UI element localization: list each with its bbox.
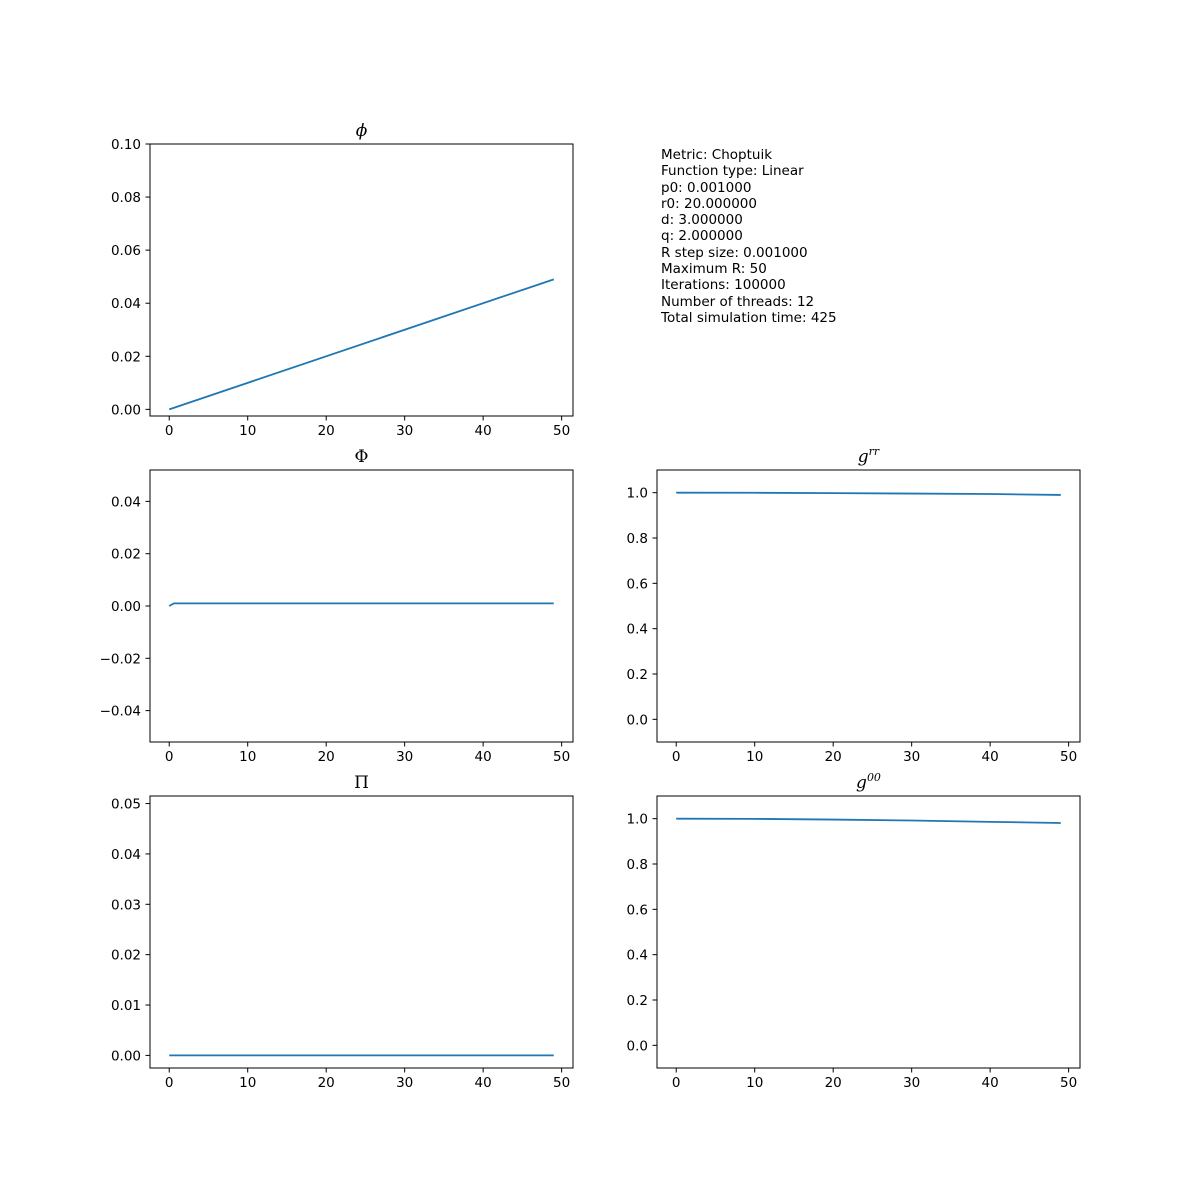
series-line: [676, 817, 1061, 824]
y-tick-label: 0.2: [627, 993, 648, 1009]
y-tick-label: 0.01: [111, 998, 141, 1014]
x-tick-label: 0: [165, 1075, 174, 1091]
info-line: Total simulation time: 425: [661, 309, 837, 326]
y-tick-label: −0.02: [100, 651, 141, 667]
y-tick-label: 0.4: [627, 622, 648, 638]
info-line: Number of threads: 12: [661, 293, 815, 310]
x-tick-label: 10: [746, 749, 763, 765]
x-tick-label: 10: [746, 1075, 763, 1091]
x-tick-label: 20: [825, 749, 842, 765]
info-line: Metric: Choptuik: [661, 147, 773, 163]
y-tick-label: 0.04: [111, 494, 141, 510]
info-line: Iterations: 100000: [661, 277, 786, 294]
y-tick-label: 0.03: [111, 897, 141, 913]
info-line: Maximum R: 50: [661, 261, 767, 278]
simulation-info: Metric: Choptuik Function type: Linear p…: [661, 147, 837, 326]
x-tick-label: 50: [553, 423, 570, 439]
y-tick-label: 0.00: [111, 402, 141, 418]
y-tick-label: 0.02: [111, 349, 141, 365]
y-tick-label: 0.4: [627, 948, 648, 964]
x-tick-label: 10: [239, 1075, 256, 1091]
subplot-title: g00: [856, 771, 881, 793]
x-tick-label: 0: [672, 749, 681, 765]
y-tick-label: 1.0: [627, 486, 648, 502]
y-tick-label: 0.6: [627, 576, 648, 592]
axes-frame: [149, 795, 574, 1069]
x-tick-label: 10: [239, 749, 256, 765]
subplot: 0 10 20 30 40 50 0.00 0.01 0.02 0.03 0.04 0.05 Π: [111, 773, 574, 1091]
x-tick-label: 0: [165, 749, 174, 765]
y-tick-label: 0.10: [111, 137, 141, 153]
axes-frame: [656, 795, 1081, 1069]
x-tick-label: 30: [396, 423, 413, 439]
y-tick-label: 0.2: [627, 667, 648, 683]
y-tick-label: 0.8: [627, 857, 648, 873]
subplot: 0 10 20 30 40 50 −0.04 −0.02 0.00 0.02 0.04 Φ: [100, 447, 574, 765]
axes-frame: [656, 469, 1081, 743]
info-line: R step size: 0.001000: [661, 244, 808, 261]
x-tick-label: 20: [318, 749, 335, 765]
series-line: [168, 278, 555, 411]
x-tick-label: 30: [396, 1075, 413, 1091]
y-tick-label: 0.05: [111, 797, 141, 813]
info-line: r0: 20.000000: [661, 195, 757, 212]
x-tick-label: 50: [553, 749, 570, 765]
subplot: 0 10 20 30 40 50 0.00 0.02 0.04 0.06 0.08 0.10 ϕ: [111, 121, 574, 439]
subplot-title: ϕ: [356, 121, 368, 141]
y-tick-label: 0.0: [627, 712, 648, 728]
subplot-title: grr: [858, 445, 880, 467]
x-tick-label: 10: [239, 423, 256, 439]
y-tick-label: 0.04: [111, 296, 141, 312]
y-tick-label: 0.02: [111, 948, 141, 964]
y-tick-label: 0.02: [111, 547, 141, 563]
x-tick-label: 40: [475, 749, 492, 765]
x-tick-label: 0: [165, 423, 174, 439]
info-line: p0: 0.001000: [661, 179, 752, 196]
y-tick-label: 0.06: [111, 243, 141, 259]
x-tick-label: 50: [1060, 749, 1077, 765]
x-tick-label: 30: [396, 749, 413, 765]
x-tick-label: 40: [475, 1075, 492, 1091]
axes-frame: [149, 469, 574, 743]
x-tick-label: 40: [982, 749, 999, 765]
subplot-title: Π: [354, 773, 369, 793]
y-tick-label: 0.00: [111, 1048, 141, 1064]
series-line: [676, 491, 1061, 496]
y-tick-label: 0.0: [627, 1038, 648, 1054]
y-tick-label: 1.0: [627, 812, 648, 828]
x-tick-label: 40: [982, 1075, 999, 1091]
y-tick-label: 0.08: [111, 190, 141, 206]
x-tick-label: 40: [475, 423, 492, 439]
x-tick-label: 0: [672, 1075, 681, 1091]
series-line: [168, 602, 554, 607]
info-line: Function type: Linear: [661, 163, 804, 180]
y-tick-label: 0.04: [111, 847, 141, 863]
subplot: 0 10 20 30 40 50 0.0 0.2 0.4 0.6 0.8 1.0 g00: [627, 771, 1081, 1091]
axes-frame: [149, 143, 574, 417]
y-tick-label: −0.04: [100, 704, 141, 720]
y-tick-label: 0.00: [111, 599, 141, 615]
subplot: 0 10 20 30 40 50 0.0 0.2 0.4 0.6 0.8 1.0 grr: [627, 445, 1081, 765]
x-tick-label: 30: [903, 749, 920, 765]
y-tick-label: 0.8: [627, 531, 648, 547]
subplot-title: Φ: [355, 447, 369, 467]
x-tick-label: 20: [825, 1075, 842, 1091]
info-line: d: 3.000000: [661, 212, 743, 229]
x-tick-label: 30: [903, 1075, 920, 1091]
x-tick-label: 50: [553, 1075, 570, 1091]
y-tick-label: 0.6: [627, 902, 648, 918]
x-tick-label: 50: [1060, 1075, 1077, 1091]
info-line: q: 2.000000: [661, 228, 743, 245]
x-tick-label: 20: [318, 423, 335, 439]
x-tick-label: 20: [318, 1075, 335, 1091]
